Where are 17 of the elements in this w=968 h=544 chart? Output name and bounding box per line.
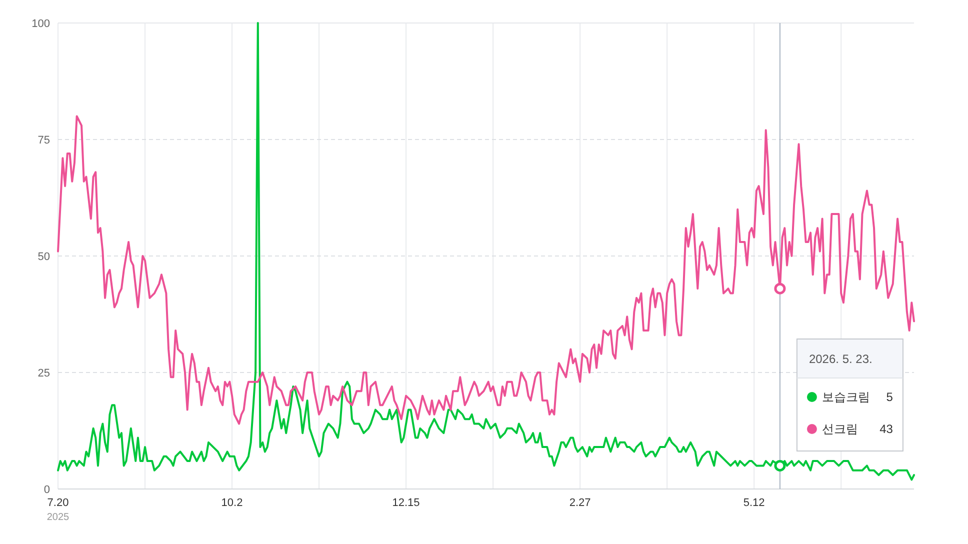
x-tick-label: 5.12 <box>743 497 765 509</box>
line-series <box>57 115 915 425</box>
x-tick-label: 7.20 2025 <box>46 497 70 523</box>
ref-line-label: 2026. 5. 23. <box>808 352 872 366</box>
y-tick-label: 75 <box>38 134 50 146</box>
x-tick-label: 10.2 <box>221 497 243 509</box>
legend-label: 보습크림 <box>822 390 870 404</box>
x-tick-label: 2.27 <box>569 497 591 509</box>
legend-label: 선크림 <box>822 422 858 436</box>
x-tick-label: 12.15 <box>392 497 420 509</box>
y-tick-label: 50 <box>38 251 50 263</box>
annotation: 43 <box>880 422 894 436</box>
y-tick-label: 25 <box>38 368 50 380</box>
y-tick-label: 100 <box>32 18 50 30</box>
y-tick-label: 0 <box>44 484 50 496</box>
annotation: 5 <box>886 390 894 404</box>
line-series <box>57 22 915 481</box>
